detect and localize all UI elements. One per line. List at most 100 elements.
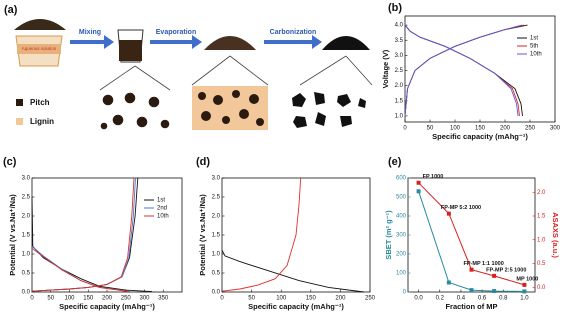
x-axis-label: Specific capacity (mAhg⁻¹) — [432, 132, 528, 141]
solution — [17, 44, 61, 54]
x-tick-label: 100 — [276, 296, 287, 302]
x-tick-label: 0 — [220, 296, 224, 302]
point-label: MP 1000 — [516, 276, 538, 282]
panel-label: (d) — [196, 156, 210, 168]
plot-frame — [407, 177, 536, 293]
legend-label: 10th — [157, 214, 169, 220]
x-tick-label: 50 — [427, 126, 434, 132]
y-tick-label: 1.0 — [395, 114, 404, 120]
legend-label: Pitch — [30, 98, 50, 107]
panel-label: (c) — [3, 156, 17, 168]
y2-tick-label: 0.0 — [537, 285, 546, 291]
series-line — [221, 249, 365, 293]
legend-label: Lignin — [30, 117, 54, 126]
x-tick-label: 200 — [102, 296, 113, 302]
step-label: Evaporation — [156, 29, 196, 36]
mixture — [119, 40, 142, 61]
x-tick-label: 100 — [64, 296, 75, 302]
marker — [522, 282, 527, 287]
point-label: FP-MP 2:5 1000 — [486, 267, 526, 273]
y-tick-label: 2.0 — [212, 214, 221, 220]
series-line — [31, 177, 153, 293]
step-label: Mixing — [79, 29, 101, 36]
point-label: FP-MP 5:2 1000 — [441, 205, 481, 211]
x-tick-label: 150 — [475, 126, 486, 132]
x-tick-label: 50 — [248, 296, 255, 302]
dried-mound — [204, 36, 256, 50]
y-tick-label: 1.5 — [212, 233, 221, 239]
x-tick-label: 0.8 — [499, 296, 508, 302]
carbon-particles — [292, 92, 366, 128]
y-tick-label: 2.0 — [395, 83, 404, 89]
y-tick-label: 0.5 — [22, 271, 31, 277]
y-tick-label: 200 — [396, 252, 407, 258]
marker — [469, 288, 474, 293]
x-tick-label: 0.0 — [414, 296, 423, 302]
marker — [492, 289, 497, 294]
x-tick-label: 0.6 — [478, 296, 487, 302]
panel-label: (a) — [4, 4, 18, 16]
x-tick-label: 300 — [139, 296, 150, 302]
y-tick-label: 4.0 — [395, 23, 404, 29]
carbon-mound — [322, 36, 370, 50]
step-label: Carbonization — [270, 29, 317, 36]
y-tick-label: 1.0 — [22, 252, 31, 258]
marker — [469, 267, 474, 272]
marker — [492, 273, 497, 278]
particles — [100, 92, 170, 130]
y-axis-label: Potential (V vs.Na⁺/Na) — [198, 194, 207, 276]
x-tick-label: 100 — [450, 126, 461, 132]
point-label: FP-MP 1:1 1000 — [464, 261, 504, 267]
x-tick-label: 250 — [121, 296, 132, 302]
y-tick-label: 2.5 — [395, 68, 404, 74]
x-tick-label: 300 — [550, 126, 561, 132]
y-axis-label: Potential (V vs.Na⁺/Na) — [8, 194, 17, 276]
legend-label: 5th — [530, 44, 538, 50]
x-axis-label: Fraction of MP — [445, 302, 497, 311]
beaker-label: Aqueous solution — [22, 46, 57, 51]
x-axis-label: Specific capacity (mAhg⁻¹) — [248, 302, 344, 311]
y-tick-label: 2.5 — [212, 195, 221, 201]
legend-swatch — [16, 99, 23, 106]
legend-label: 1st — [530, 36, 538, 42]
y2-tick-label: 1.5 — [537, 214, 546, 220]
panel-label: (b) — [388, 2, 402, 14]
series-line — [221, 177, 302, 292]
y2-tick-label: 2.0 — [537, 190, 546, 196]
marker — [416, 180, 421, 185]
y-tick-label: 0.0 — [212, 290, 221, 296]
x-tick-label: 350 — [158, 296, 169, 302]
x-tick-label: 1.0 — [520, 296, 529, 302]
x-tick-label: 0.4 — [457, 296, 466, 302]
series-line — [31, 177, 136, 293]
x-tick-label: 250 — [365, 296, 376, 302]
y-tick-label: 2.0 — [22, 214, 31, 220]
y-tick-label: 400 — [396, 214, 407, 220]
series-line — [404, 24, 523, 116]
x-tick-label: 150 — [306, 296, 317, 302]
plot-frame — [31, 177, 183, 293]
y-tick-label: 1.0 — [212, 252, 221, 258]
marker — [522, 289, 527, 294]
x-tick-label: 0.2 — [436, 296, 445, 302]
x-tick-label: 0 — [403, 126, 407, 132]
legend-label: 1st — [157, 198, 165, 204]
y-axis-label: Voltage (V) — [381, 49, 390, 88]
legend-label: 2nd — [157, 206, 167, 212]
x-tick-label: 50 — [47, 296, 54, 302]
series-line — [31, 177, 135, 293]
y-tick-label: 3.0 — [395, 53, 404, 59]
y-tick-label: 600 — [396, 176, 407, 182]
y-tick-label: 0 — [403, 290, 407, 296]
y-tick-label: 0.0 — [22, 290, 31, 296]
x-tick-label: 250 — [525, 126, 536, 132]
y-tick-label: 0.5 — [212, 271, 221, 277]
y-tick-label: 500 — [396, 195, 407, 201]
y-tick-label: 1.5 — [395, 98, 404, 104]
marker — [416, 189, 421, 194]
pitch-mound — [14, 19, 66, 30]
y-tick-label: 100 — [396, 271, 407, 277]
x-tick-label: 150 — [83, 296, 94, 302]
arrow — [264, 35, 322, 49]
